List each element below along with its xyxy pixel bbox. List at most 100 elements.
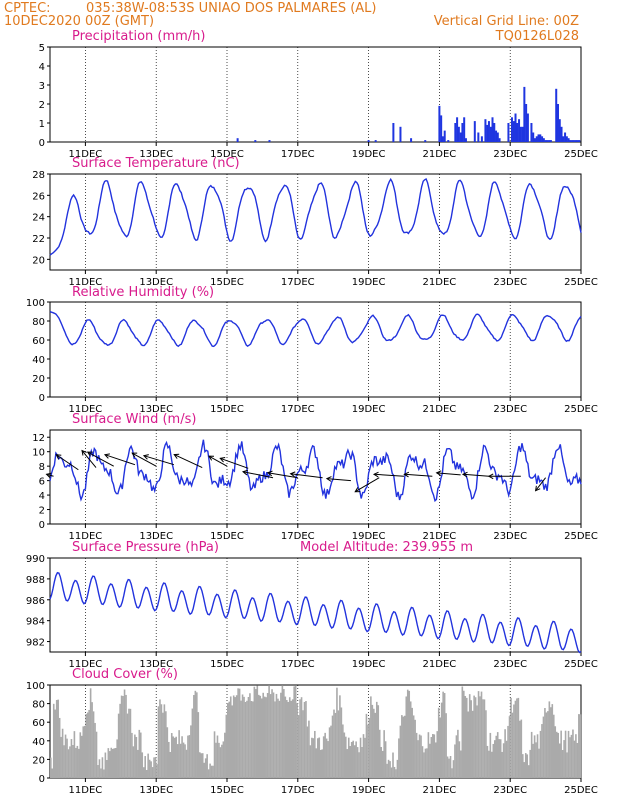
panel-frame bbox=[49, 301, 582, 398]
wind-arrow bbox=[290, 473, 323, 479]
cloud-bar bbox=[364, 737, 366, 778]
y-tick-label: 40 bbox=[32, 355, 45, 366]
cloud-bar bbox=[477, 691, 480, 778]
y-tick-label: 60 bbox=[32, 336, 45, 347]
x-tick-label: 19DEC bbox=[352, 404, 386, 415]
cloud-bar bbox=[187, 735, 189, 778]
precip-bar bbox=[477, 132, 480, 142]
cloud-bar bbox=[200, 753, 203, 778]
cloud-bar bbox=[486, 745, 489, 778]
cloud-bar bbox=[55, 700, 58, 778]
precip-bar bbox=[532, 132, 535, 142]
cloud-bar bbox=[524, 753, 527, 778]
cloud-bar bbox=[271, 689, 273, 778]
wind-arrow bbox=[56, 454, 79, 471]
cloud-bar bbox=[150, 761, 152, 778]
cloud-bar bbox=[69, 746, 71, 778]
cloud-bar bbox=[75, 747, 77, 778]
y-tick-label: 1 bbox=[39, 119, 45, 130]
cloud-bar bbox=[82, 726, 85, 778]
y-tick-label: 3 bbox=[39, 81, 45, 92]
x-tick-label: 15DEC bbox=[210, 404, 244, 415]
panel-title-humidity: Relative Humidity (%) bbox=[72, 285, 214, 300]
precip-bar bbox=[518, 119, 521, 142]
cloud-bar bbox=[91, 702, 93, 778]
cloud-bar bbox=[227, 703, 229, 778]
cloud-bar bbox=[145, 769, 148, 778]
y-tick-label: 990 bbox=[26, 554, 45, 565]
cloud-bar bbox=[541, 724, 543, 778]
y-tick-label: 4 bbox=[39, 62, 45, 73]
cloud-bar bbox=[418, 734, 421, 778]
cloud-bar bbox=[113, 748, 116, 778]
cloud-bar bbox=[454, 744, 456, 778]
cloud-bar bbox=[390, 767, 393, 778]
wind-arrow bbox=[131, 452, 157, 467]
precip-bar bbox=[454, 123, 457, 142]
cloud-bar bbox=[510, 697, 512, 778]
cloud-bar bbox=[246, 700, 248, 778]
cloud-bar bbox=[241, 694, 244, 778]
x-tick-label: 19DEC bbox=[352, 149, 386, 160]
wind-arrow-head bbox=[461, 471, 468, 478]
x-tick-label: 25DEC bbox=[564, 531, 598, 542]
cloud-bar bbox=[538, 748, 540, 778]
precip-bar bbox=[558, 119, 561, 142]
y-tick-label: 2 bbox=[39, 100, 45, 111]
cloud-bar bbox=[98, 759, 101, 778]
cloud-bar bbox=[532, 743, 534, 778]
cloud-bar bbox=[523, 762, 526, 778]
cloud-bar bbox=[429, 743, 431, 778]
cloud-bar bbox=[188, 735, 191, 778]
precip-bar bbox=[487, 121, 490, 142]
cloud-bar bbox=[85, 714, 87, 778]
cloud-bar bbox=[485, 710, 487, 778]
cloud-bar bbox=[507, 725, 509, 778]
cloud-bar bbox=[417, 740, 419, 778]
cloud-bar bbox=[144, 756, 146, 778]
cloud-bar bbox=[346, 749, 349, 778]
wind-arrow bbox=[326, 478, 351, 482]
y-tick-label: 10 bbox=[32, 448, 45, 459]
x-tick-label: 25DEC bbox=[564, 659, 598, 670]
cloud-bar bbox=[480, 691, 483, 778]
cloud-bar bbox=[165, 711, 167, 778]
wind-arrow-head bbox=[435, 470, 442, 477]
cloud-bar bbox=[207, 769, 210, 778]
cloud-bar bbox=[58, 717, 61, 778]
cloud-bar bbox=[389, 761, 391, 778]
cloud-bar bbox=[100, 768, 102, 778]
cloud-bar bbox=[104, 752, 107, 778]
x-tick-label: 15DEC bbox=[210, 531, 244, 542]
precip-bar bbox=[526, 113, 529, 142]
wind-arrow bbox=[46, 473, 54, 477]
cloud-bar bbox=[253, 686, 256, 778]
wind-arrow bbox=[242, 471, 274, 479]
cloud-bar bbox=[415, 732, 418, 778]
precip-bar bbox=[548, 140, 551, 142]
cloud-bar bbox=[368, 717, 371, 778]
cloud-bar bbox=[488, 750, 490, 778]
cloud-bar bbox=[159, 699, 161, 778]
cloud-bar bbox=[280, 692, 282, 778]
cloud-bar bbox=[54, 709, 57, 778]
cloud-bar bbox=[154, 756, 157, 778]
y-tick-label: 100 bbox=[26, 298, 45, 309]
cloud-bar bbox=[355, 741, 357, 778]
cloud-bar bbox=[492, 743, 495, 778]
cloud-bar bbox=[151, 767, 154, 778]
panel-title-cloud-cover: Cloud Cover (%) bbox=[72, 667, 178, 682]
cloud-bar bbox=[436, 731, 439, 778]
cloud-bar bbox=[137, 749, 139, 778]
cloud-bar bbox=[535, 742, 537, 778]
wind-arrow bbox=[87, 451, 114, 467]
header-model: TQ0126L028 bbox=[495, 29, 579, 44]
cloud-bar bbox=[86, 712, 89, 778]
cloud-bar bbox=[94, 722, 96, 778]
cloud-bar bbox=[337, 710, 340, 778]
y-tick-label: 40 bbox=[32, 737, 45, 748]
cloud-bar bbox=[109, 751, 111, 778]
cloud-bar bbox=[178, 730, 180, 778]
cloud-bar bbox=[287, 701, 290, 778]
cloud-bar bbox=[496, 732, 499, 778]
